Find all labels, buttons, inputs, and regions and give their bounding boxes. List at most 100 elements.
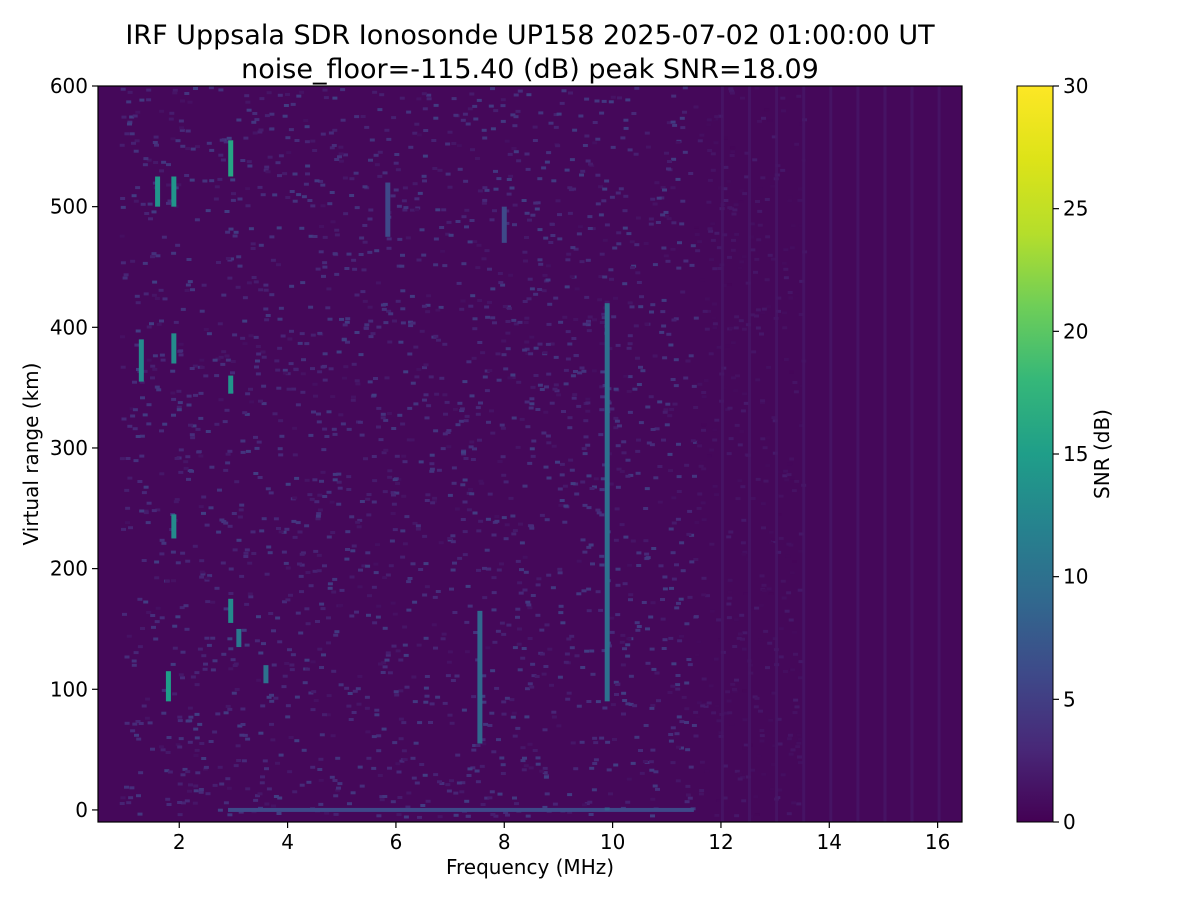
noise-cell	[275, 761, 280, 765]
noise-cell	[585, 258, 591, 262]
noise-cell	[421, 253, 427, 257]
noise-cell	[679, 116, 685, 120]
noise-cell	[713, 141, 719, 145]
noise-cell	[225, 461, 231, 465]
noise-cell	[180, 650, 186, 654]
noise-cell	[517, 581, 523, 585]
noise-cell	[143, 509, 149, 513]
noise-cell	[371, 735, 377, 739]
noise-cell	[670, 378, 676, 381]
noise-cell	[310, 660, 316, 664]
noise-cell	[551, 715, 557, 719]
noise-cell	[217, 488, 222, 492]
noise-cell	[638, 365, 643, 369]
noise-cell	[453, 813, 459, 817]
noise-cell	[346, 252, 352, 256]
noise-cell	[328, 131, 334, 135]
noise-cell	[396, 770, 402, 774]
noise-cell	[365, 551, 371, 555]
noise-cell	[292, 535, 298, 539]
noise-cell	[664, 151, 669, 155]
noise-cell	[670, 726, 676, 730]
y-tick-label: 100	[50, 677, 88, 701]
noise-cell	[696, 640, 702, 644]
noise-cell	[219, 782, 225, 786]
noise-cell	[156, 322, 162, 326]
noise-cell	[716, 246, 722, 250]
noise-cell	[151, 252, 157, 256]
noise-cell	[379, 795, 385, 799]
noise-cell	[347, 802, 352, 806]
noise-cell	[206, 332, 212, 336]
noise-cell	[586, 609, 592, 613]
noise-cell	[667, 160, 672, 163]
noise-cell	[571, 396, 577, 400]
noise-cell	[526, 603, 532, 607]
noise-cell	[165, 751, 171, 754]
noise-cell	[765, 436, 771, 439]
noise-cell	[641, 601, 647, 604]
noise-cell	[763, 479, 769, 483]
noise-cell	[679, 720, 685, 724]
noise-cell	[159, 109, 165, 113]
noise-streak	[720, 86, 724, 822]
noise-cell	[135, 110, 141, 114]
noise-cell	[602, 706, 608, 710]
noise-cell	[146, 98, 152, 102]
noise-cell	[783, 267, 789, 271]
noise-cell	[708, 229, 714, 233]
noise-cell	[405, 805, 411, 809]
noise-cell	[680, 290, 686, 294]
noise-cell	[658, 564, 664, 568]
noise-cell	[767, 641, 773, 645]
noise-cell	[187, 100, 193, 104]
noise-cell	[413, 345, 419, 349]
noise-cell	[418, 568, 424, 571]
noise-cell	[749, 313, 755, 317]
noise-cell	[590, 672, 596, 676]
noise-cell	[422, 366, 427, 370]
noise-cell	[776, 296, 782, 300]
noise-cell	[136, 368, 141, 371]
noise-cell	[459, 307, 465, 311]
noise-cell	[737, 772, 743, 776]
noise-cell	[475, 780, 481, 784]
noise-cell	[528, 352, 534, 356]
noise-cell	[143, 511, 149, 515]
noise-cell	[549, 342, 555, 346]
noise-cell	[273, 795, 279, 798]
noise-cell	[271, 629, 276, 633]
noise-cell	[527, 606, 533, 610]
noise-cell	[416, 133, 422, 137]
noise-cell	[371, 766, 377, 770]
noise-cell	[397, 237, 403, 241]
noise-cell	[675, 687, 681, 691]
noise-cell	[786, 812, 792, 816]
noise-cell	[721, 284, 727, 287]
noise-cell	[339, 588, 345, 592]
noise-cell	[194, 218, 200, 222]
noise-cell	[368, 208, 374, 212]
noise-cell	[675, 674, 681, 677]
noise-cell	[677, 241, 682, 245]
noise-cell	[445, 232, 451, 236]
noise-cell	[457, 401, 463, 405]
noise-cell	[203, 328, 209, 331]
noise-cell	[550, 234, 556, 237]
noise-cell	[710, 168, 716, 172]
noise-cell	[304, 478, 310, 482]
noise-cell	[137, 812, 143, 816]
noise-cell	[765, 666, 770, 670]
noise-cell	[299, 783, 305, 787]
noise-cell	[262, 759, 268, 763]
noise-cell	[654, 671, 660, 675]
noise-cell	[124, 132, 130, 136]
noise-cell	[695, 715, 701, 719]
noise-cell	[662, 587, 668, 591]
noise-cell	[429, 453, 435, 457]
noise-cell	[671, 662, 677, 666]
noise-cell	[455, 220, 461, 223]
noise-cell	[177, 401, 183, 405]
noise-cell	[270, 258, 276, 262]
